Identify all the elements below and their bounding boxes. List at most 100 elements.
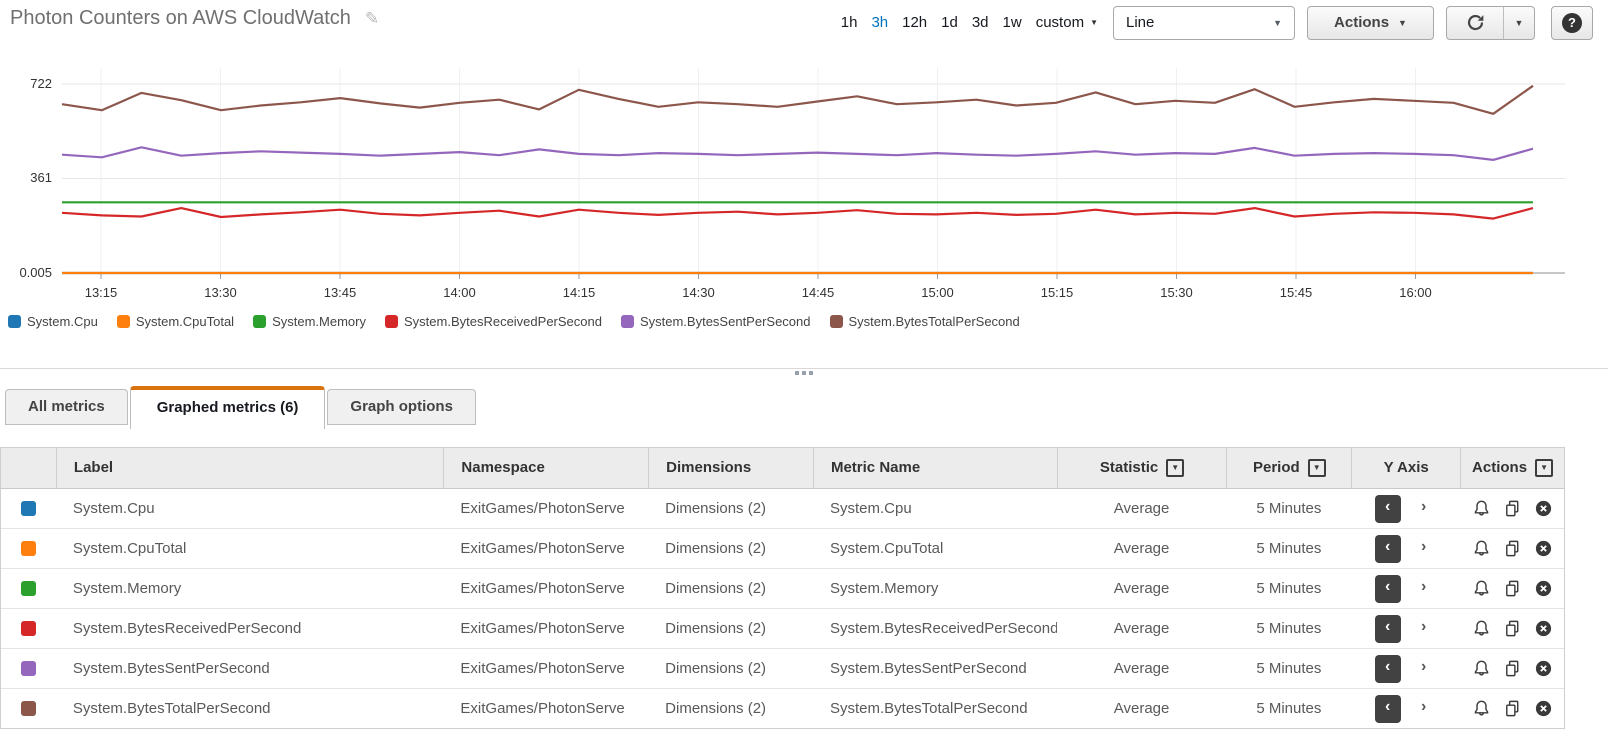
y-axis-left-button[interactable]: ‹ xyxy=(1374,614,1401,643)
tab-all-metrics[interactable]: All metrics xyxy=(5,389,128,425)
legend-item[interactable]: System.BytesSentPerSecond xyxy=(620,314,811,329)
statistic-cell[interactable]: Average xyxy=(1113,580,1170,597)
y-axis-left-button[interactable]: ‹ xyxy=(1374,574,1401,603)
x-axis-tick-label: 15:30 xyxy=(1160,285,1193,300)
alarm-bell-icon[interactable] xyxy=(1472,699,1491,718)
alarm-bell-icon[interactable] xyxy=(1472,499,1491,518)
duplicate-metric-icon[interactable] xyxy=(1503,499,1522,518)
time-range-1w[interactable]: 1w xyxy=(1002,14,1022,31)
y-axis-left-button[interactable]: ‹ xyxy=(1374,694,1401,723)
metric-label-cell[interactable]: System.BytesSentPerSecond xyxy=(72,660,270,677)
statistic-cell[interactable]: Average xyxy=(1113,540,1170,557)
period-filter-dropdown-icon[interactable]: ▼ xyxy=(1307,459,1326,477)
period-cell[interactable]: 5 Minutes xyxy=(1256,540,1322,557)
y-axis-right-button[interactable]: › xyxy=(1411,535,1437,563)
y-axis-left-button[interactable]: ‹ xyxy=(1374,494,1401,523)
tab-graphed-metrics[interactable]: Graphed metrics (6) xyxy=(129,386,326,429)
series-color-swatch xyxy=(20,501,36,516)
duplicate-metric-icon[interactable] xyxy=(1503,539,1522,558)
legend-swatch xyxy=(384,315,398,328)
time-range-12h[interactable]: 12h xyxy=(902,14,928,31)
y-axis-left-button[interactable]: ‹ xyxy=(1374,654,1401,683)
metrics-chart[interactable] xyxy=(0,45,1570,281)
metric-label-cell[interactable]: System.Memory xyxy=(72,580,182,597)
metric-label-cell[interactable]: System.BytesTotalPerSecond xyxy=(72,700,271,717)
dimensions-cell[interactable]: Dimensions (2) xyxy=(665,580,767,597)
y-axis-right-button[interactable]: › xyxy=(1411,615,1437,643)
refresh-options-button[interactable]: ▼ xyxy=(1503,5,1535,40)
table-row: System.Memory ExitGames/PhotonServe Dime… xyxy=(1,568,1564,608)
legend-item[interactable]: System.CpuTotal xyxy=(116,314,234,329)
alarm-bell-icon[interactable] xyxy=(1472,579,1491,598)
statistic-cell[interactable]: Average xyxy=(1113,700,1170,717)
alarm-bell-icon[interactable] xyxy=(1472,619,1491,638)
namespace-cell: ExitGames/PhotonServe xyxy=(460,620,625,637)
y-axis-right-button[interactable]: › xyxy=(1411,695,1437,723)
tab-graph-options[interactable]: Graph options xyxy=(327,389,476,425)
statistic-cell[interactable]: Average xyxy=(1113,620,1170,637)
remove-metric-icon[interactable] xyxy=(1534,659,1553,678)
chart-type-select[interactable]: Line ▼ xyxy=(1113,5,1295,40)
alarm-bell-icon[interactable] xyxy=(1472,659,1491,678)
help-button[interactable]: ? xyxy=(1551,5,1593,40)
namespace-cell: ExitGames/PhotonServe xyxy=(460,500,625,517)
y-axis-right-button[interactable]: › xyxy=(1411,575,1437,603)
dimensions-cell[interactable]: Dimensions (2) xyxy=(665,700,767,717)
dimensions-cell[interactable]: Dimensions (2) xyxy=(665,540,767,557)
remove-metric-icon[interactable] xyxy=(1534,499,1553,518)
time-range-custom[interactable]: custom xyxy=(1035,14,1085,31)
refresh-icon xyxy=(1467,15,1483,31)
time-range-3h[interactable]: 3h xyxy=(871,14,889,31)
statistic-cell[interactable]: Average xyxy=(1113,660,1170,677)
alarm-bell-icon[interactable] xyxy=(1472,539,1491,558)
time-range-3d[interactable]: 3d xyxy=(971,14,989,31)
statistic-cell[interactable]: Average xyxy=(1113,500,1170,517)
x-axis-tick-label: 15:00 xyxy=(921,285,954,300)
remove-metric-icon[interactable] xyxy=(1534,619,1553,638)
y-axis-right-button[interactable]: › xyxy=(1411,655,1437,683)
period-cell[interactable]: 5 Minutes xyxy=(1256,700,1322,717)
actions-filter-dropdown-icon[interactable]: ▼ xyxy=(1535,459,1554,477)
metric-label-cell[interactable]: System.Cpu xyxy=(72,500,155,517)
dimensions-cell[interactable]: Dimensions (2) xyxy=(665,620,767,637)
x-axis-tick-label: 13:30 xyxy=(204,285,237,300)
period-cell[interactable]: 5 Minutes xyxy=(1256,660,1322,677)
legend-item[interactable]: System.BytesReceivedPerSecond xyxy=(384,314,602,329)
dimensions-cell[interactable]: Dimensions (2) xyxy=(665,500,767,517)
metric-label-cell[interactable]: System.CpuTotal xyxy=(72,540,187,557)
table-row: System.Cpu ExitGames/PhotonServe Dimensi… xyxy=(1,489,1564,528)
statistic-filter-dropdown-icon[interactable]: ▼ xyxy=(1166,459,1185,477)
y-axis-left-button[interactable]: ‹ xyxy=(1374,534,1401,563)
legend-item[interactable]: System.BytesTotalPerSecond xyxy=(829,314,1020,329)
duplicate-metric-icon[interactable] xyxy=(1503,659,1522,678)
refresh-button[interactable] xyxy=(1446,5,1504,40)
resize-handle-icon[interactable] xyxy=(795,371,813,375)
metric-label-cell[interactable]: System.BytesReceivedPerSecond xyxy=(72,620,302,637)
remove-metric-icon[interactable] xyxy=(1534,699,1553,718)
duplicate-metric-icon[interactable] xyxy=(1503,619,1522,638)
legend-item[interactable]: System.Memory xyxy=(253,314,366,329)
legend-label: System.Cpu xyxy=(27,314,98,329)
remove-metric-icon[interactable] xyxy=(1534,579,1553,598)
period-cell[interactable]: 5 Minutes xyxy=(1256,500,1322,517)
column-header-period: Period ▼ xyxy=(1226,448,1351,488)
duplicate-metric-icon[interactable] xyxy=(1503,699,1522,718)
period-cell[interactable]: 5 Minutes xyxy=(1256,580,1322,597)
table-body: System.Cpu ExitGames/PhotonServe Dimensi… xyxy=(1,489,1564,728)
legend-swatch xyxy=(620,315,634,328)
series-color-swatch xyxy=(20,621,36,636)
edit-title-pencil-icon[interactable]: ✎ xyxy=(364,9,380,28)
legend-item[interactable]: System.Cpu xyxy=(8,314,98,329)
column-header-label: Label xyxy=(55,448,444,488)
y-axis-right-button[interactable]: › xyxy=(1411,495,1437,523)
time-range-1h[interactable]: 1h xyxy=(840,14,858,31)
x-axis-tick-label: 14:15 xyxy=(562,285,596,300)
time-range-1d[interactable]: 1d xyxy=(941,14,958,31)
remove-metric-icon[interactable] xyxy=(1534,539,1553,558)
duplicate-metric-icon[interactable] xyxy=(1503,579,1522,598)
dimensions-cell[interactable]: Dimensions (2) xyxy=(665,660,767,677)
actions-button[interactable]: Actions ▼ xyxy=(1307,5,1434,40)
x-axis-tick-label: 14:30 xyxy=(682,285,715,300)
period-cell[interactable]: 5 Minutes xyxy=(1256,620,1322,637)
